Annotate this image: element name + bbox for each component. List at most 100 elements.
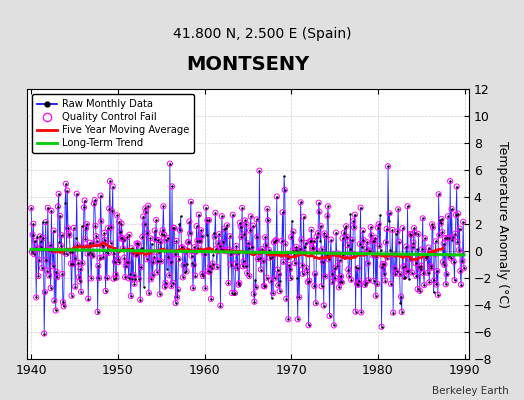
Point [452, 212, 460, 218]
Point [172, 238, 181, 244]
Point [198, 270, 206, 277]
Point [245, 273, 254, 279]
Point [436, 220, 445, 227]
Point [240, 231, 248, 238]
Point [96, 192, 105, 199]
Point [224, 280, 233, 286]
Point [115, 218, 124, 225]
Point [274, 282, 282, 288]
Point [27, 205, 35, 211]
Point [69, 261, 77, 267]
Point [257, 248, 266, 255]
Point [431, 251, 439, 258]
Point [106, 240, 115, 246]
Point [310, 238, 318, 244]
Point [68, 248, 77, 255]
Point [344, 266, 353, 273]
Point [343, 234, 351, 240]
Point [398, 309, 406, 315]
Point [366, 224, 375, 230]
Point [280, 173, 288, 180]
Point [381, 277, 389, 284]
Point [342, 223, 351, 230]
Point [314, 230, 322, 236]
Point [247, 244, 256, 251]
Point [277, 251, 286, 258]
Point [341, 225, 349, 232]
Point [243, 270, 252, 276]
Point [196, 238, 204, 244]
Point [417, 262, 425, 269]
Point [107, 224, 116, 231]
Point [367, 232, 376, 238]
Point [150, 227, 159, 234]
Point [401, 263, 410, 269]
Point [316, 238, 324, 244]
Point [303, 269, 311, 276]
Point [112, 271, 120, 278]
Point [145, 290, 153, 296]
Point [348, 251, 357, 257]
Point [135, 276, 143, 282]
Point [210, 230, 218, 236]
Point [124, 259, 132, 266]
Point [221, 247, 229, 253]
Point [331, 275, 340, 281]
Point [216, 302, 225, 309]
Point [452, 212, 460, 218]
Point [297, 199, 305, 206]
Point [320, 230, 329, 237]
Point [357, 309, 366, 316]
Point [434, 191, 443, 198]
Point [38, 265, 46, 271]
Point [119, 236, 128, 243]
Point [119, 236, 128, 243]
Point [125, 275, 133, 282]
Point [408, 269, 416, 276]
Point [133, 240, 141, 246]
Point [353, 280, 361, 287]
Point [41, 219, 50, 225]
Point [398, 225, 407, 232]
Point [385, 218, 393, 224]
Point [70, 254, 79, 261]
Point [432, 281, 441, 288]
Point [312, 233, 321, 240]
Point [252, 284, 260, 290]
Point [72, 190, 81, 197]
Point [163, 266, 171, 272]
Point [310, 238, 318, 244]
Point [379, 270, 388, 277]
Point [375, 242, 384, 249]
Point [233, 265, 241, 271]
Point [244, 245, 253, 251]
Point [132, 251, 140, 258]
Point [443, 235, 452, 242]
Point [299, 214, 308, 220]
Point [150, 227, 159, 234]
Point [80, 204, 88, 211]
Point [389, 310, 397, 316]
Point [196, 227, 205, 234]
Point [364, 277, 373, 283]
Point [127, 245, 136, 252]
Point [74, 260, 82, 266]
Point [249, 291, 258, 297]
Point [376, 212, 384, 218]
Point [85, 243, 93, 250]
Point [192, 248, 200, 255]
Point [425, 279, 433, 286]
Point [110, 276, 118, 282]
Point [312, 300, 320, 306]
Point [287, 234, 296, 240]
Point [265, 247, 273, 253]
Point [244, 240, 252, 247]
Point [45, 272, 53, 279]
Point [57, 242, 65, 249]
Point [322, 252, 331, 258]
Point [371, 234, 379, 241]
Point [336, 278, 345, 285]
Point [47, 285, 55, 291]
Point [116, 228, 124, 235]
Point [216, 302, 225, 309]
